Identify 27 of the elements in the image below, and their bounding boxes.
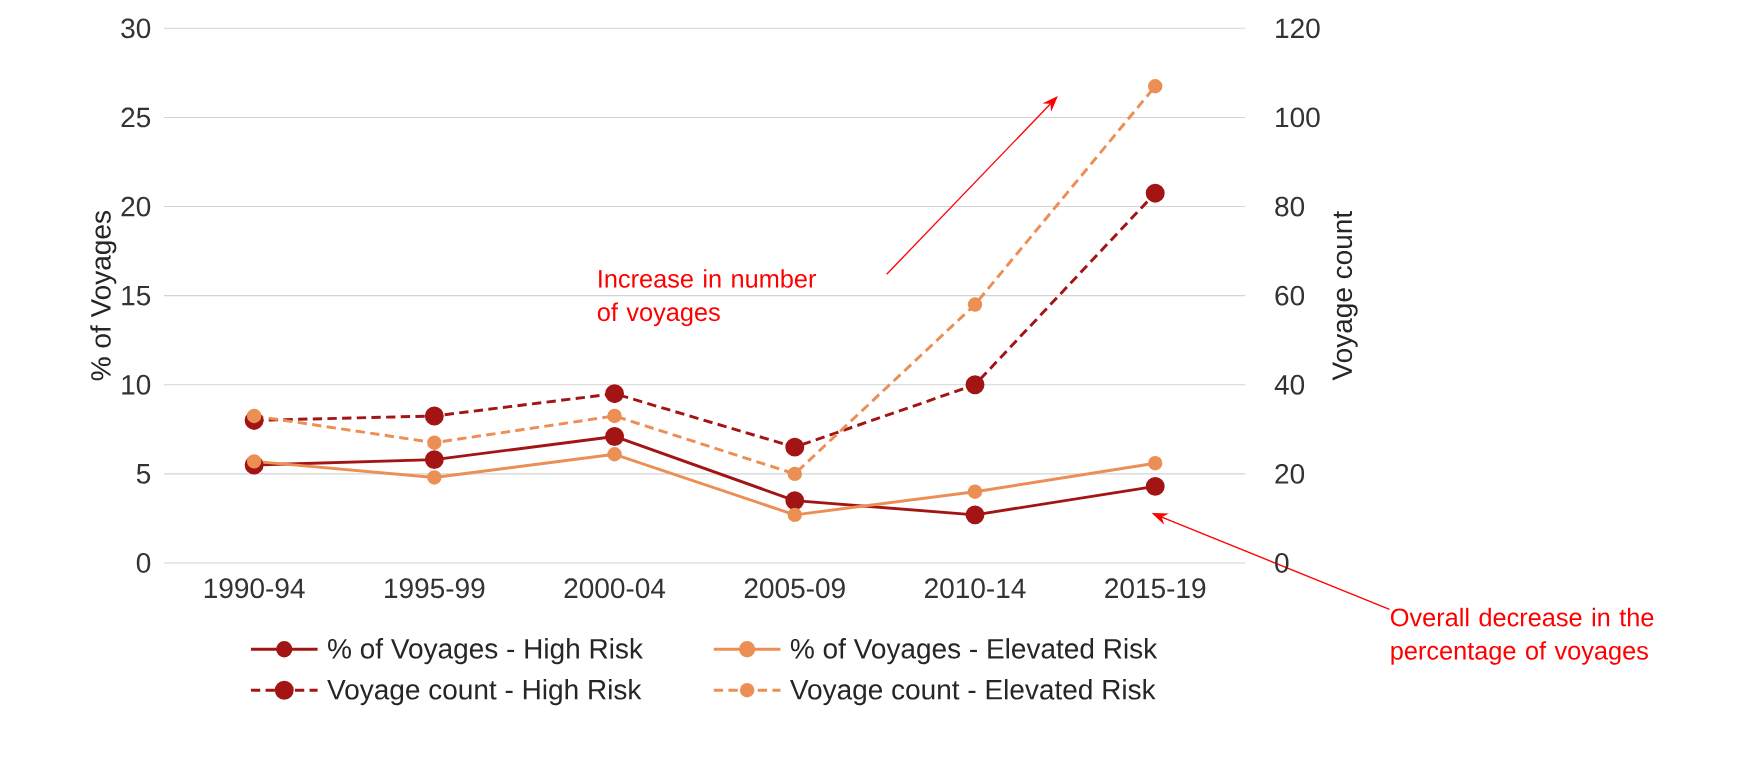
legend-label: Voyage count - Elevated Risk [790, 679, 1156, 706]
y2-axis-title: Voyage count [1332, 211, 1358, 381]
x-tick-label: 2005-09 [744, 578, 845, 599]
y2-tick-label: 80 [1275, 196, 1305, 217]
x-tick-label: 2010-14 [925, 578, 1026, 599]
annotation: Increase in number of voyages [597, 269, 816, 327]
y-tick-label: 0 [136, 553, 151, 573]
x-tick-label: 1990-94 [204, 578, 305, 599]
legend-label: Voyage count - High Risk [327, 679, 642, 706]
x-tick-label: 2000-04 [564, 578, 666, 599]
y-tick-label: 5 [136, 464, 151, 484]
x-tick-label: 1995-99 [385, 578, 485, 599]
x-tick-label: 2015-19 [1105, 578, 1206, 599]
y-tick-label: 30 [121, 18, 151, 39]
text: Overall decrease in the percentage of voyages [1390, 607, 1654, 665]
y-tick-label: 15 [122, 285, 151, 306]
y-axis-title: % of Voyages [90, 211, 117, 381]
y2-tick-label: 120 [1276, 18, 1320, 39]
y2-tick-label: 20 [1275, 463, 1305, 484]
y2-tick-label: 60 [1275, 285, 1305, 306]
y-tick-label: 10 [122, 374, 151, 395]
y-tick-label: 20 [121, 196, 151, 217]
legend-label: % of Voyages - High Risk [328, 638, 643, 665]
legend-label: % of Voyages - Elevated Risk [790, 638, 1158, 665]
y2-tick-label: 40 [1274, 374, 1305, 395]
y-tick-label: 25 [121, 107, 151, 128]
y2-tick-label: 100 [1276, 107, 1320, 128]
